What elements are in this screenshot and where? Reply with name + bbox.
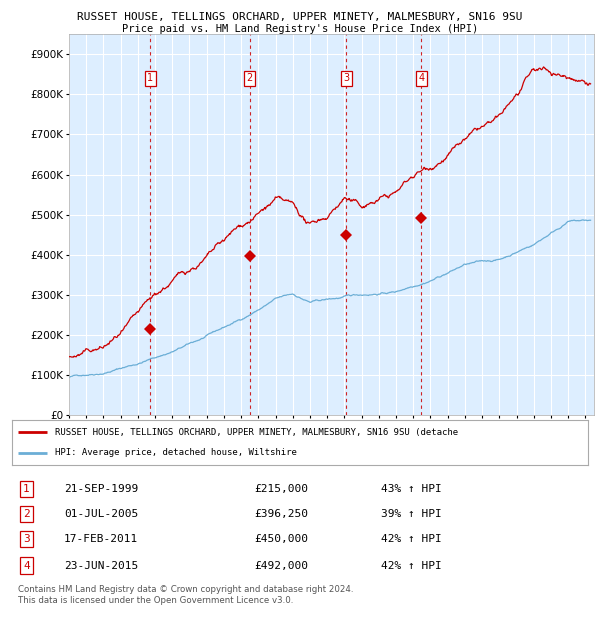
Text: Contains HM Land Registry data © Crown copyright and database right 2024.: Contains HM Land Registry data © Crown c…: [18, 585, 353, 595]
Text: £396,250: £396,250: [254, 509, 308, 519]
Text: 43% ↑ HPI: 43% ↑ HPI: [380, 484, 442, 494]
Text: 1: 1: [23, 484, 30, 494]
Text: Price paid vs. HM Land Registry's House Price Index (HPI): Price paid vs. HM Land Registry's House …: [122, 24, 478, 33]
Text: £492,000: £492,000: [254, 560, 308, 570]
Text: 4: 4: [23, 560, 30, 570]
Text: 3: 3: [343, 73, 350, 83]
Text: 23-JUN-2015: 23-JUN-2015: [64, 560, 138, 570]
Text: 2: 2: [23, 509, 30, 519]
Text: 39% ↑ HPI: 39% ↑ HPI: [380, 509, 442, 519]
Text: RUSSET HOUSE, TELLINGS ORCHARD, UPPER MINETY, MALMESBURY, SN16 9SU (detache: RUSSET HOUSE, TELLINGS ORCHARD, UPPER MI…: [55, 428, 458, 437]
Text: 17-FEB-2011: 17-FEB-2011: [64, 534, 138, 544]
Text: 01-JUL-2005: 01-JUL-2005: [64, 509, 138, 519]
Text: RUSSET HOUSE, TELLINGS ORCHARD, UPPER MINETY, MALMESBURY, SN16 9SU: RUSSET HOUSE, TELLINGS ORCHARD, UPPER MI…: [77, 12, 523, 22]
Text: 1: 1: [147, 73, 154, 83]
Text: This data is licensed under the Open Government Licence v3.0.: This data is licensed under the Open Gov…: [18, 596, 293, 606]
Text: 2: 2: [247, 73, 253, 83]
Text: 3: 3: [23, 534, 30, 544]
Text: HPI: Average price, detached house, Wiltshire: HPI: Average price, detached house, Wilt…: [55, 448, 297, 458]
Text: £215,000: £215,000: [254, 484, 308, 494]
Text: 42% ↑ HPI: 42% ↑ HPI: [380, 560, 442, 570]
Text: 42% ↑ HPI: 42% ↑ HPI: [380, 534, 442, 544]
Text: £450,000: £450,000: [254, 534, 308, 544]
Text: 4: 4: [418, 73, 424, 83]
Text: 21-SEP-1999: 21-SEP-1999: [64, 484, 138, 494]
